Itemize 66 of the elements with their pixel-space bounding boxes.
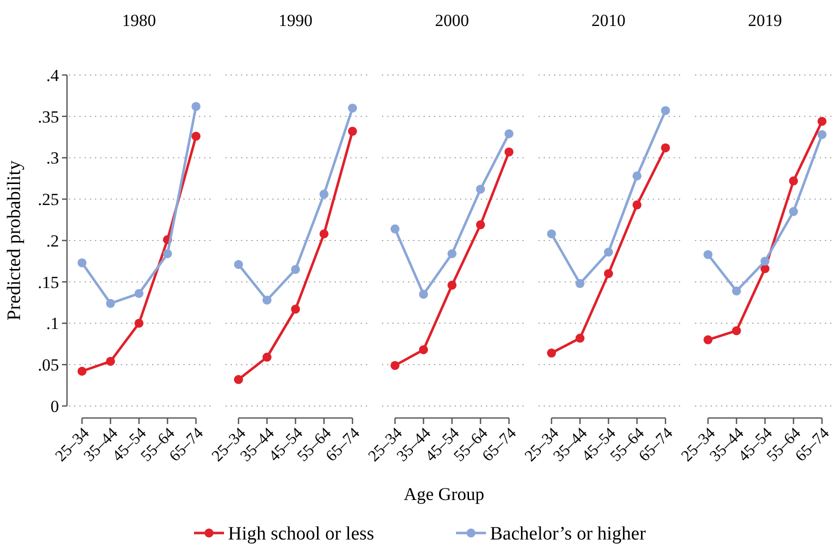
point	[704, 335, 712, 344]
point	[661, 106, 670, 116]
point	[234, 260, 243, 269]
point	[78, 258, 86, 268]
point	[547, 348, 556, 358]
point	[632, 200, 642, 210]
point	[576, 334, 584, 343]
point	[134, 318, 144, 328]
point	[476, 220, 485, 230]
point	[632, 171, 642, 180]
point	[390, 360, 400, 370]
y-axis-title: Predicted probability	[4, 160, 25, 320]
point	[262, 296, 272, 305]
y-tick-label: .35	[38, 107, 59, 126]
point	[106, 298, 115, 308]
point	[348, 104, 357, 113]
point	[419, 345, 428, 354]
point	[192, 132, 200, 141]
point	[547, 229, 556, 238]
point	[234, 375, 243, 384]
y-tick-label: .4	[46, 66, 60, 85]
point	[192, 102, 200, 111]
legend-label: High school or less	[228, 524, 374, 545]
chart-title: 2010	[592, 11, 626, 30]
point	[818, 116, 826, 126]
point	[789, 207, 798, 216]
point	[320, 190, 328, 199]
y-tick-label: .1	[46, 314, 59, 334]
point	[504, 129, 514, 138]
point	[106, 356, 115, 366]
point	[78, 366, 86, 376]
point	[604, 248, 613, 257]
chart-title: 1990	[278, 11, 312, 30]
point	[134, 288, 144, 298]
x-axis-title: Age Group	[404, 484, 484, 504]
y-tick-label: .15	[38, 272, 59, 292]
point	[576, 279, 584, 288]
y-tick-label: .2	[46, 231, 59, 250]
y-tick-label: .25	[38, 190, 59, 210]
point	[476, 184, 485, 194]
point	[320, 229, 328, 238]
point	[732, 286, 741, 296]
point	[163, 249, 172, 258]
chart-title: 1980	[122, 11, 156, 30]
point	[760, 256, 770, 266]
point	[262, 352, 272, 362]
point	[348, 126, 357, 136]
point	[448, 280, 456, 290]
chart-title: 2019	[748, 11, 782, 30]
point	[390, 224, 400, 234]
point	[291, 304, 300, 314]
point	[291, 264, 300, 274]
point	[732, 326, 741, 336]
point	[661, 143, 670, 152]
point	[504, 147, 514, 156]
point	[448, 249, 456, 258]
y-tick-label: .05	[38, 356, 59, 375]
point	[419, 290, 428, 299]
chart-title: 2000	[435, 11, 469, 30]
point	[818, 130, 826, 140]
point	[789, 176, 798, 186]
y-tick-label: .3	[46, 148, 59, 168]
legend-label: Bachelor’s or higher	[490, 524, 646, 545]
point	[704, 250, 712, 260]
y-tick-label: 0	[50, 396, 59, 416]
point	[604, 269, 613, 278]
